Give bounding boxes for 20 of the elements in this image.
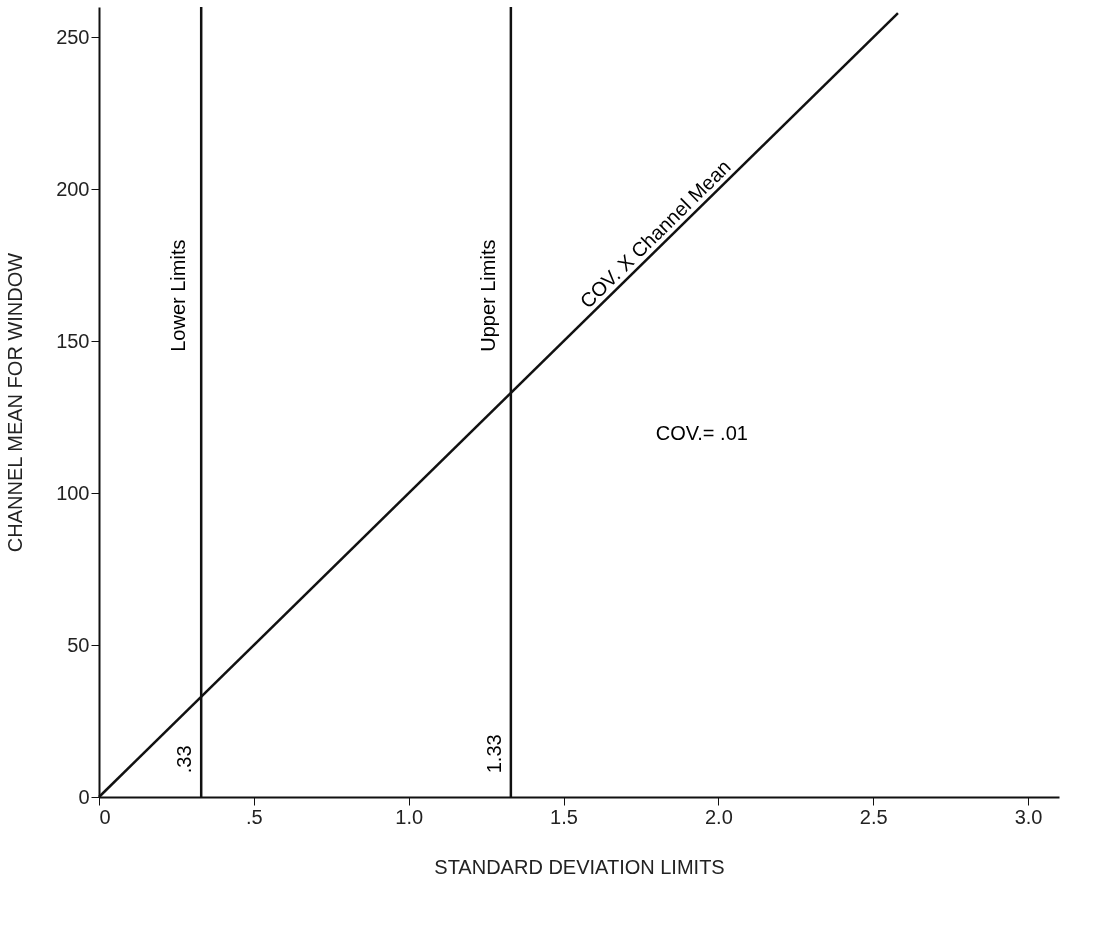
y-tick-label: 0 bbox=[78, 785, 90, 808]
ref-line-label: .33 bbox=[173, 745, 196, 774]
x-tick-label: 3.0 bbox=[1014, 805, 1043, 828]
annotation: Lower Limits bbox=[167, 239, 190, 352]
x-tick-label: .5 bbox=[245, 805, 263, 828]
y-axis-title: CHANNEL MEAN FOR WINDOW bbox=[4, 252, 27, 553]
annotation: COV.= .01 bbox=[655, 421, 748, 444]
y-tick-label: 200 bbox=[56, 177, 90, 200]
y-tick-label: 150 bbox=[56, 329, 90, 352]
y-tick-label: 100 bbox=[56, 481, 90, 504]
ref-line-label: 1.33 bbox=[482, 734, 505, 774]
x-tick-label: 2.5 bbox=[859, 805, 888, 828]
y-tick-label: 50 bbox=[67, 633, 90, 656]
x-tick-label: 0 bbox=[99, 805, 111, 828]
x-tick-label: 1.0 bbox=[395, 805, 424, 828]
y-tick-label: 250 bbox=[56, 25, 90, 48]
x-axis-title: STANDARD DEVIATION LIMITS bbox=[434, 855, 725, 878]
annotation: Upper Limits bbox=[476, 239, 499, 352]
x-tick-label: 2.0 bbox=[704, 805, 733, 828]
x-tick-label: 1.5 bbox=[550, 805, 578, 828]
